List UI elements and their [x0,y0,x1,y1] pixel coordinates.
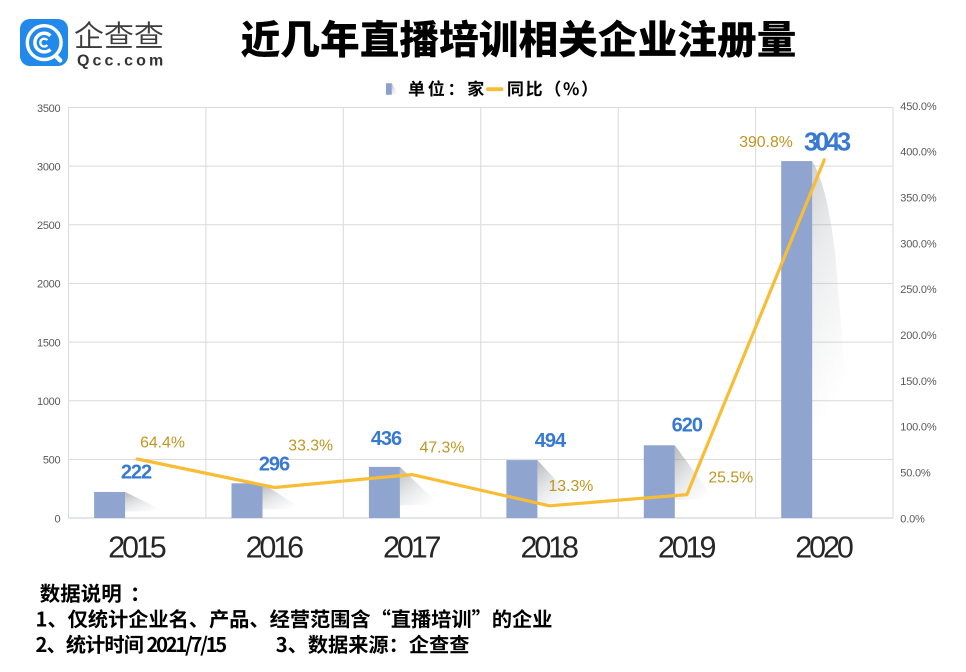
svg-text:390.8%: 390.8% [739,134,793,151]
svg-text:222: 222 [121,461,152,483]
svg-text:100.0%: 100.0% [900,422,937,434]
svg-text:1500: 1500 [37,337,60,349]
svg-text:200.0%: 200.0% [900,330,937,342]
svg-text:620: 620 [672,415,703,437]
svg-text:0: 0 [54,513,60,525]
svg-text:2016: 2016 [246,531,304,565]
svg-text:33.3%: 33.3% [288,437,333,454]
svg-text:494: 494 [535,430,567,452]
svg-text:25.5%: 25.5% [708,469,753,486]
svg-text:500: 500 [43,455,61,467]
svg-text:0.0%: 0.0% [900,513,925,525]
svg-text:13.3%: 13.3% [549,478,594,495]
svg-text:2000: 2000 [37,279,60,291]
svg-text:296: 296 [259,453,290,475]
svg-text:450.0%: 450.0% [900,101,937,113]
svg-text:2019: 2019 [658,531,716,565]
svg-text:150.0%: 150.0% [900,376,937,388]
svg-text:50.0%: 50.0% [900,468,931,480]
svg-text:2017: 2017 [383,531,441,565]
svg-text:250.0%: 250.0% [900,284,937,296]
svg-text:2020: 2020 [795,531,853,565]
svg-text:436: 436 [371,428,402,450]
svg-text:400.0%: 400.0% [900,147,937,159]
svg-text:2018: 2018 [520,531,578,565]
svg-text:47.3%: 47.3% [420,440,465,457]
svg-text:2015: 2015 [108,531,166,565]
svg-text:350.0%: 350.0% [900,193,937,205]
svg-text:3043: 3043 [804,128,851,156]
svg-text:300.0%: 300.0% [900,238,937,250]
svg-text:64.4%: 64.4% [140,435,185,452]
svg-text:2500: 2500 [37,220,60,232]
svg-text:Qcc.com: Qcc.com [77,53,166,70]
svg-text:3000: 3000 [37,161,60,173]
svg-text:1000: 1000 [37,396,60,408]
svg-text:3500: 3500 [37,103,60,115]
